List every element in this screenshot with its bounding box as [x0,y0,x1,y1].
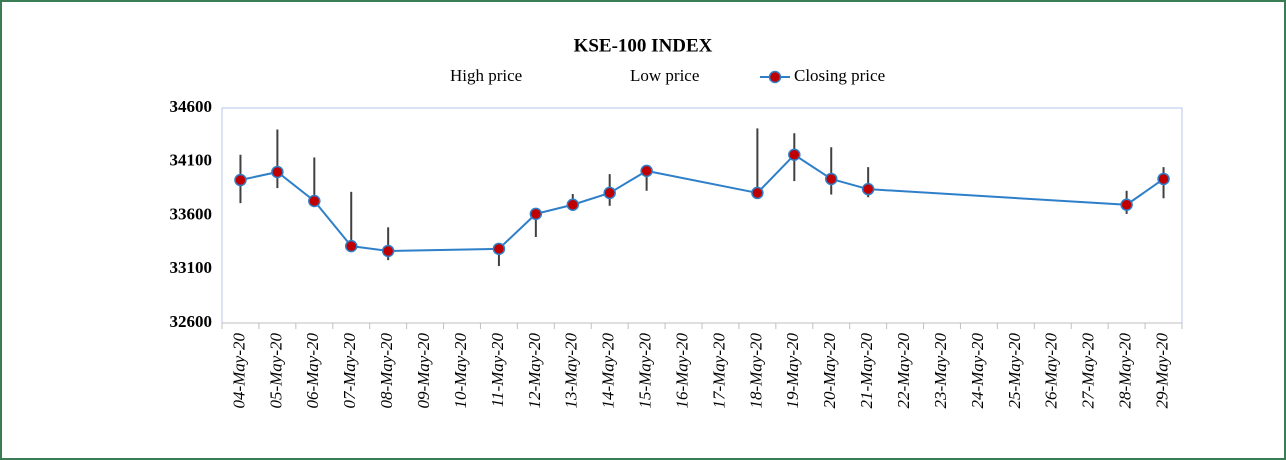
y-tick-label: 34100 [170,151,213,170]
close-line-segment [535,203,574,215]
close-line-segment [313,200,353,247]
close-marker [824,172,838,186]
close-line-segment [609,170,648,194]
close-marker [751,186,764,200]
x-tick-label: 15-May-20 [636,333,655,409]
close-line-segment [756,154,796,194]
x-tick-label: 26-May-20 [1042,333,1061,409]
close-marker [640,164,653,178]
x-tick-label: 11-May-20 [488,333,507,408]
close-line-segment [498,213,537,250]
x-tick-label: 09-May-20 [414,333,433,409]
close-line-segment [1126,178,1165,206]
close-marker [566,198,580,211]
x-tick-label: 10-May-20 [451,333,470,409]
x-tick-label: 17-May-20 [709,333,728,409]
x-tick-label: 27-May-20 [1079,333,1098,409]
legend-label: Closing price [794,66,885,85]
x-tick-label: 20-May-20 [820,333,839,409]
x-tick-label: 28-May-20 [1116,333,1135,409]
close-marker [1157,172,1170,186]
x-tick-label: 07-May-20 [340,333,359,409]
x-tick-label: 23-May-20 [931,333,950,409]
close-marker [861,182,875,196]
x-tick-label: 16-May-20 [672,333,691,409]
chart-title: KSE-100 INDEX [574,35,713,56]
close-marker [1120,198,1133,211]
x-tick-label: 25-May-20 [1005,333,1024,409]
close-marker [344,239,358,253]
x-tick-label: 29-May-20 [1152,333,1171,409]
x-tick-label: 04-May-20 [229,333,248,409]
x-tick-label: 08-May-20 [377,333,396,409]
x-tick-label: 22-May-20 [894,333,913,409]
close-line-segment [646,169,758,194]
x-tick-label: 14-May-20 [599,333,618,409]
close-line-segment [793,153,832,180]
x-tick-label: 05-May-20 [266,333,285,409]
legend-label: Low price [630,66,699,85]
legend-marker [768,70,782,84]
y-tick-label: 32600 [170,312,213,331]
legend-label: High price [450,66,522,85]
x-tick-label: 24-May-20 [968,333,987,409]
x-tick-label: 19-May-20 [783,333,802,409]
close-marker [234,173,247,187]
close-line-segment [240,170,278,182]
x-tick-label: 18-May-20 [746,333,765,409]
x-tick-label: 21-May-20 [857,333,876,409]
close-marker [381,244,395,258]
close-marker [603,186,616,200]
close-line-segment [572,191,610,206]
close-marker [271,165,284,179]
close-line-segment [868,188,1127,206]
y-tick-label: 34600 [170,97,213,116]
y-tick-label: 33600 [170,204,213,223]
close-marker [492,242,506,256]
close-marker [788,148,801,162]
close-marker [308,194,321,208]
x-tick-label: 13-May-20 [562,333,581,409]
x-tick-label: 06-May-20 [303,333,322,409]
y-tick-label: 33100 [170,258,213,277]
x-tick-label: 12-May-20 [525,333,544,409]
close-line-segment [830,177,869,191]
close-line-segment [388,247,499,252]
close-line-segment [276,171,315,202]
close-marker [529,207,543,221]
